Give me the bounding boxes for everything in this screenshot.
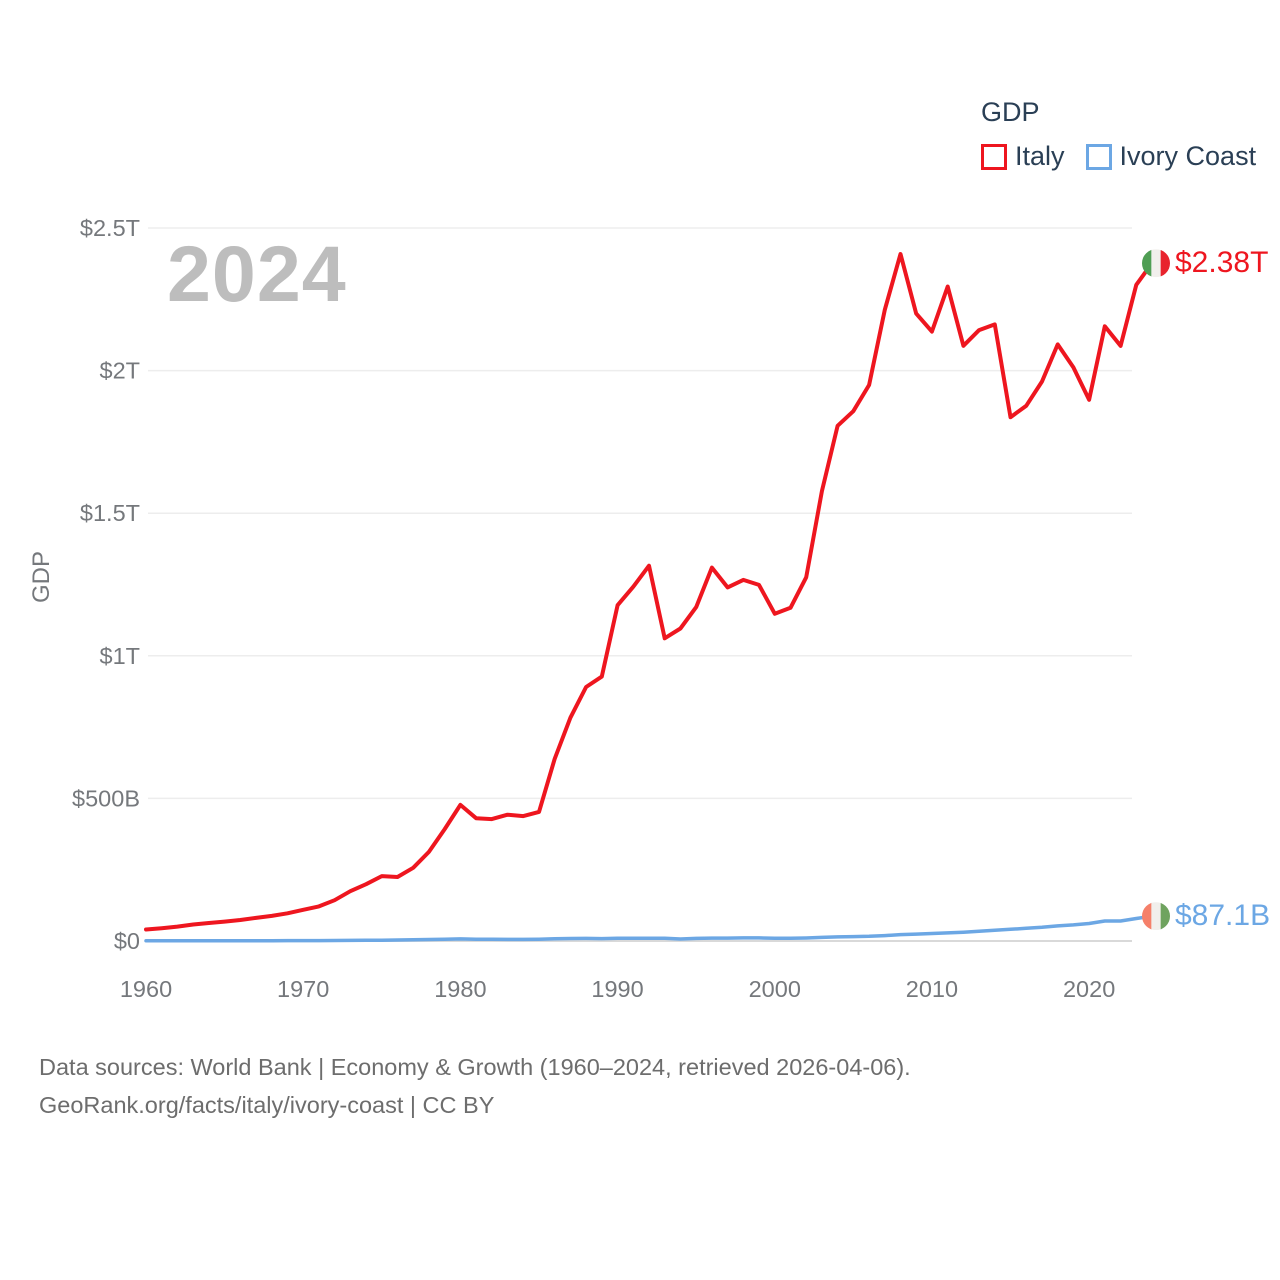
legend-item-ivory-coast[interactable]: Ivory Coast (1085, 141, 1257, 172)
x-tick-label: 1990 (591, 976, 643, 1002)
y-tick-label: $1.5T (80, 500, 140, 526)
plot-area: $0 $500B $1T $1.5T $2T $2.5T 1960 1970 1980 1990 2… (72, 215, 1170, 1002)
italy-end-value-label: $2.38T (1175, 246, 1269, 280)
y-tick-label: $2T (100, 358, 141, 384)
series-line-ivory-coast (144, 914, 1154, 943)
ivory-coast-series-swatch-icon (1085, 143, 1112, 170)
y-tick-label: $2.5T (80, 215, 140, 241)
source-line-1: Data sources: World Bank | Economy & Gro… (39, 1054, 911, 1080)
x-tick-label: 2010 (906, 976, 958, 1002)
series-line-italy (144, 252, 1154, 932)
source-attribution: Data sources: World Bank | Economy & Gro… (39, 1048, 911, 1124)
italy-flag-icon (1142, 249, 1152, 278)
x-tick-label: 2020 (1063, 976, 1115, 1002)
y-tick-label: $1T (100, 643, 141, 669)
ivory-coast-flag-icon (1142, 902, 1152, 931)
y-tick-label: $500B (72, 785, 140, 811)
source-line-2: GeoRank.org/facts/italy/ivory-coast | CC… (39, 1092, 495, 1118)
legend-label-ivory-coast: Ivory Coast (1119, 141, 1257, 171)
legend-items: Italy Ivory Coast (981, 141, 1256, 172)
x-tick-label: 1980 (434, 976, 486, 1002)
year-watermark: 2024 (167, 229, 347, 318)
ivory-coast-flag-icon (1160, 902, 1170, 931)
x-tick-label: 1970 (277, 976, 329, 1002)
x-tick-label: 2000 (749, 976, 801, 1002)
ivory-coast-end-value-label: $87.1B (1175, 899, 1271, 933)
legend-title: GDP (981, 97, 1040, 127)
chart-legend: GDP Italy Ivory Coast (981, 97, 1256, 172)
legend-item-italy[interactable]: Italy (981, 141, 1065, 172)
y-tick-label: $0 (114, 928, 140, 954)
legend-label-italy: Italy (1015, 141, 1065, 171)
ivory-coast-flag-icon (1151, 902, 1162, 931)
x-tick-label: 1960 (120, 976, 172, 1002)
italy-flag-icon (1160, 249, 1170, 278)
italy-series-swatch-icon (981, 143, 1007, 170)
italy-flag-icon (1151, 249, 1162, 278)
